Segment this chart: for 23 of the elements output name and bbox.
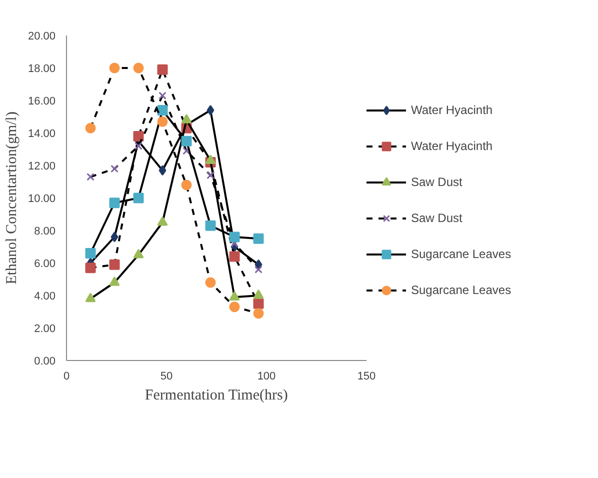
y-tick-label: 10.00 <box>28 193 56 205</box>
legend-label: Saw Dust <box>411 211 462 225</box>
y-tick-label: 18.00 <box>28 63 56 75</box>
x-axis-title: Fermentation Time(hrs) <box>144 388 288 404</box>
legend-label: Water Hyacinth <box>411 139 493 153</box>
x-tick-label: 100 <box>257 370 276 382</box>
y-tick-label: 4.00 <box>34 290 56 302</box>
y-tick-label: 6.00 <box>34 258 56 270</box>
y-tick-label: 12.00 <box>28 160 56 172</box>
legend-label: Water Hyacinth <box>411 103 493 117</box>
y-tick-label: 8.00 <box>34 226 56 238</box>
y-axis-title: Ethanol Concentartion(gm/l) <box>4 112 20 284</box>
x-tick-label: 0 <box>63 370 70 382</box>
x-tick-label: 50 <box>160 370 173 382</box>
y-tick-label: 20.00 <box>28 30 56 42</box>
legend-label: Sugarcane Leaves <box>411 283 512 297</box>
y-tick-label: 0.00 <box>34 356 56 368</box>
y-tick-label: 14.00 <box>28 128 56 140</box>
legend-label: Saw Dust <box>411 175 462 189</box>
y-tick-label: 2.00 <box>34 323 56 335</box>
legend-label: Sugarcane Leaves <box>411 247 512 261</box>
x-tick-label: 150 <box>357 370 376 382</box>
y-tick-label: 16.00 <box>28 96 56 108</box>
